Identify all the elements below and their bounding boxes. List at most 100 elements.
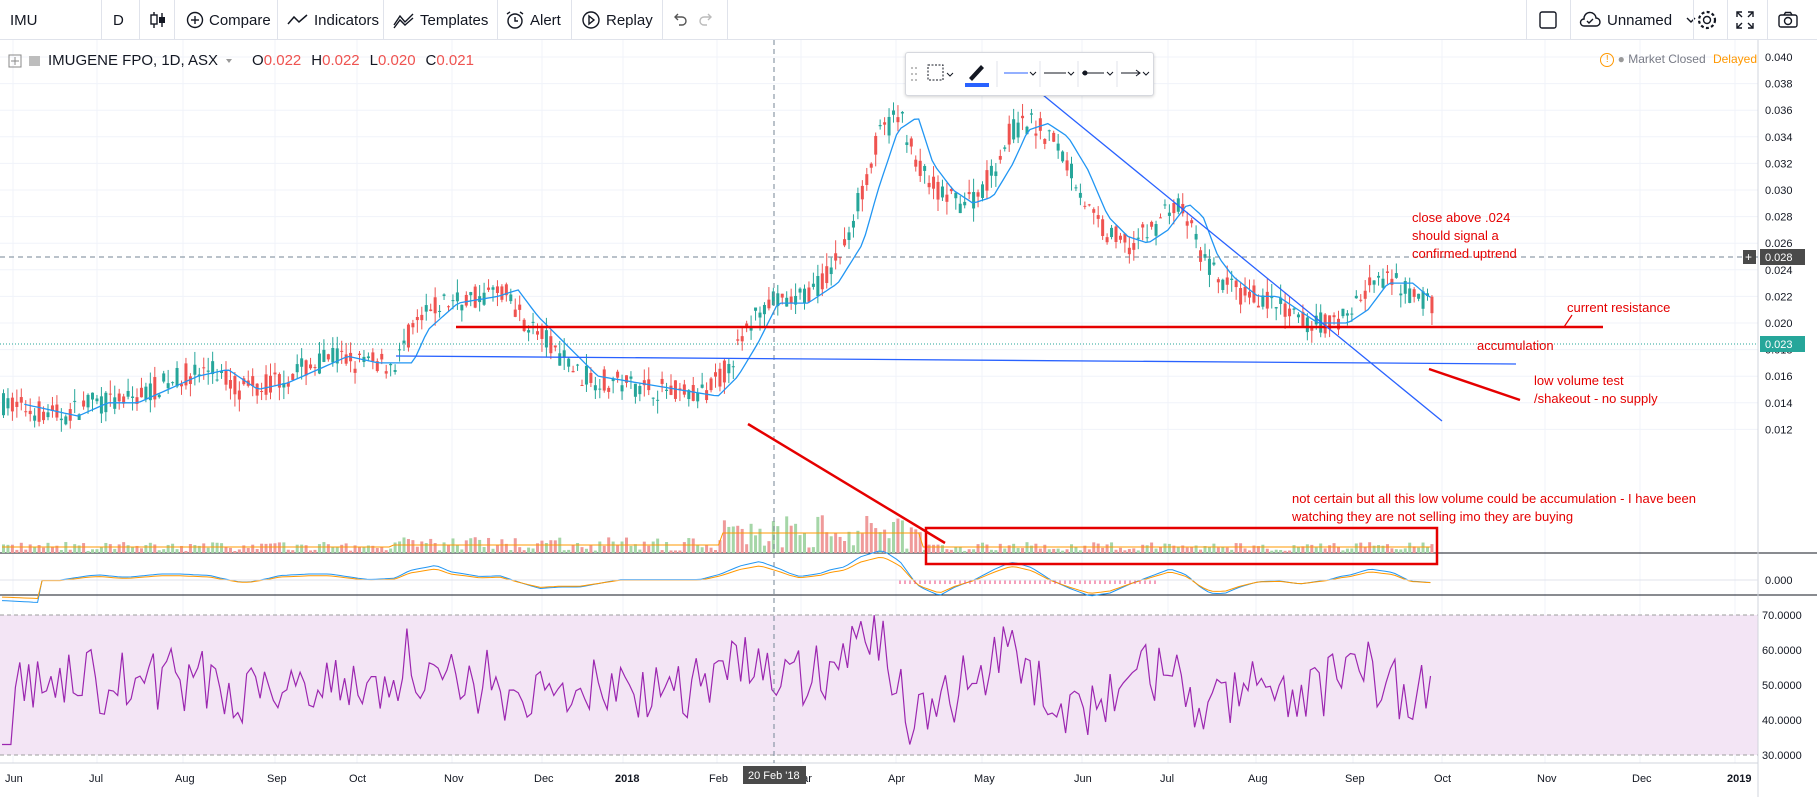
volume-bar [442, 542, 446, 553]
candle-body [1399, 293, 1403, 296]
candle-body [589, 372, 593, 383]
support-trendline[interactable] [395, 355, 1517, 365]
templates-button[interactable]: Templates [393, 0, 488, 40]
save-layout-button[interactable]: Unnamed [1578, 0, 1703, 40]
candle-body [389, 363, 393, 366]
candle-body [322, 349, 326, 362]
volume-bar [989, 549, 993, 553]
redo-button[interactable] [698, 0, 721, 40]
candle-body [91, 392, 94, 400]
drag-handle-icon[interactable] [911, 67, 917, 81]
line-width-select-icon[interactable] [1004, 71, 1037, 76]
candle-body [1101, 219, 1105, 236]
candle-body [1337, 318, 1340, 330]
chart-type-button[interactable] [148, 0, 173, 40]
volume-bar [291, 550, 295, 553]
time-axis[interactable]: JunJulAugSepOctNovDec2018FebMarAprMayJun… [5, 773, 1751, 785]
volume-bar [509, 550, 513, 553]
interval-button[interactable]: D [113, 0, 124, 40]
shakeout-arrow-line[interactable] [1428, 367, 1521, 402]
toolbar-divider [101, 0, 102, 40]
alert-button[interactable]: Alert [505, 0, 561, 40]
legend-dropdown-icon[interactable] [224, 56, 234, 66]
volume-bar [148, 542, 152, 553]
candle-body [153, 377, 157, 400]
volume-bar [611, 541, 615, 553]
candle-body [197, 374, 201, 376]
toolbar-divider [662, 0, 663, 40]
price-tick-label: 0.038 [1765, 79, 1793, 91]
price-axis[interactable]: 0.040 0.038 0.036 0.034 0.032 0.030 0.028 0.026… [1765, 52, 1793, 587]
fullscreen-button[interactable] [1735, 0, 1760, 40]
info-icon[interactable]: ! [1600, 52, 1615, 67]
volume-bar [349, 550, 353, 553]
candle-body [491, 287, 495, 290]
legend-low-value: 0.020 [378, 52, 416, 69]
line-start-select-icon[interactable] [1082, 70, 1114, 76]
candle-body [1225, 277, 1229, 285]
indicators-button[interactable]: Indicators [287, 0, 379, 40]
replay-button[interactable]: Replay [581, 0, 653, 40]
volume-bar [838, 536, 842, 553]
candle-body [843, 239, 847, 246]
time-tick-label: 2018 [615, 773, 639, 785]
price-tick-label: 0.012 [1765, 424, 1793, 436]
line-color-pencil-icon[interactable] [965, 65, 989, 87]
candle-body [117, 393, 121, 402]
candle-body [1145, 237, 1149, 239]
volume-bar [122, 542, 126, 553]
resistance-arrow-line[interactable] [1563, 314, 1573, 328]
time-tick-label: Jul [89, 773, 103, 785]
volume-bar [834, 533, 838, 553]
accumulation-box[interactable] [924, 526, 1439, 566]
candle-body [1417, 293, 1421, 299]
candle-body [932, 176, 936, 189]
cloud-icon [1579, 11, 1601, 27]
volume-bar [874, 528, 878, 553]
volume-bar [398, 541, 402, 553]
volume-bar [1385, 544, 1389, 553]
volume-bar [1248, 550, 1251, 553]
volume-bar [1265, 548, 1269, 553]
note-close-above-line2: should signal a [1412, 228, 1499, 243]
candle-body [1403, 281, 1407, 294]
candle-body [642, 380, 646, 386]
volume-bar [1083, 545, 1087, 553]
volume-bar [447, 544, 450, 553]
candle-body [918, 160, 922, 176]
volume-bar [1363, 546, 1367, 553]
volume-arrow-line[interactable] [747, 422, 946, 545]
candle-body [1207, 258, 1211, 275]
candle-body [1216, 279, 1220, 283]
volume-bar [10, 544, 14, 553]
volume-bar [767, 541, 771, 553]
candle-body [518, 304, 522, 310]
undo-button[interactable] [670, 0, 693, 40]
expand-plus-icon[interactable] [8, 54, 22, 68]
candle-body [700, 384, 704, 388]
volume-bar [1203, 546, 1207, 553]
top-toolbar: IMU D Compare Indicators Templates Alert… [0, 0, 1817, 40]
downtrend-line[interactable] [1031, 85, 1443, 422]
volume-bar [1403, 548, 1407, 553]
volume-bar [892, 521, 895, 553]
volume-bar [851, 545, 855, 553]
volume-bar [269, 543, 272, 553]
volume-bar [1243, 548, 1247, 553]
volume-bar [513, 538, 517, 553]
fullscreen-toggle-button[interactable] [1538, 0, 1563, 40]
candle-body [1087, 204, 1091, 206]
symbol-search[interactable]: IMU [10, 0, 38, 40]
line-style-select-icon[interactable] [1044, 71, 1075, 76]
chart-canvas[interactable]: close above .024 should signal a confirm… [0, 40, 1817, 797]
candle-body [358, 353, 361, 355]
template-select-icon[interactable] [927, 64, 954, 81]
line-end-select-icon[interactable] [1121, 69, 1150, 77]
settings-button[interactable] [1696, 0, 1723, 40]
compare-button[interactable]: Compare [186, 0, 271, 40]
snapshot-button[interactable] [1777, 0, 1804, 40]
candle-body [1430, 296, 1434, 314]
candle-body [139, 387, 143, 398]
candle-body [1083, 205, 1087, 207]
volume-bar [909, 527, 913, 553]
